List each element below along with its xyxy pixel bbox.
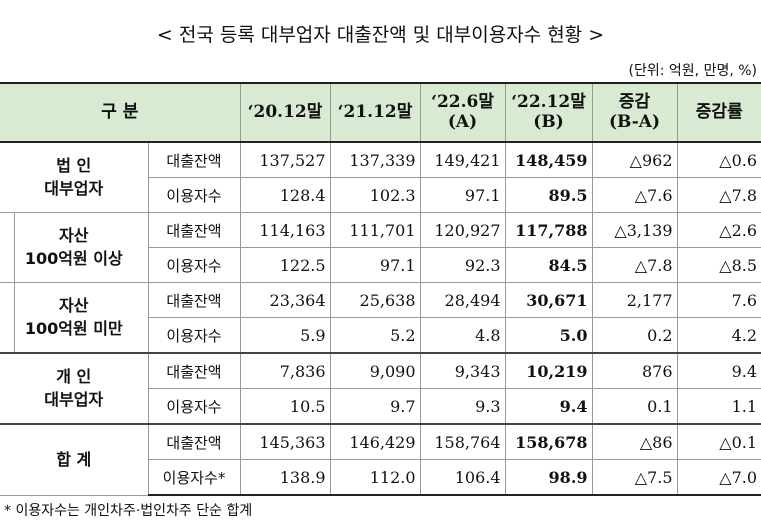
cell: 92.3 [419, 247, 506, 283]
cell: 128.4 [239, 177, 331, 213]
table-row: 자산 100억원 미만 대출잔액 23,364 25,638 28,494 30,671 2… [0, 282, 761, 354]
cell: 0.2 [591, 317, 678, 354]
cell: 9.3 [419, 388, 506, 425]
row-label: 대출잔액 [147, 352, 241, 389]
header-row: 구 분 ‘20.12말 ‘21.12말 ‘22.6말 (A) ‘22.12말 (B) 증감… [0, 82, 761, 143]
cell: △2.6 [676, 212, 761, 248]
cell: 122.5 [239, 247, 331, 283]
cell: 10,219 [504, 352, 593, 389]
column-header: 증감률 [676, 82, 761, 143]
cell: 9.4 [504, 388, 593, 425]
cell: 158,678 [504, 423, 593, 460]
cell: 7.6 [676, 282, 761, 318]
cell: 146,429 [329, 423, 421, 460]
group-label: 자산 100억원 이상 [0, 212, 149, 283]
cell: △962 [591, 141, 678, 178]
row-label: 이용자수 [147, 388, 241, 425]
cell: 120,927 [419, 212, 506, 248]
column-header: ‘22.12말 (B) [504, 82, 593, 143]
column-header: 구 분 [0, 82, 241, 143]
table: 구 분 ‘20.12말 ‘21.12말 ‘22.6말 (A) ‘22.12말 (B) 증감… [0, 82, 761, 496]
row-label: 대출잔액 [147, 212, 241, 248]
cell: 5.2 [329, 317, 421, 354]
cell: 84.5 [504, 247, 593, 283]
group-label: 개 인 대부업자 [0, 352, 149, 425]
row-label: 이용자수 [147, 247, 241, 283]
cell: △0.6 [676, 141, 761, 178]
cell: △7.0 [676, 459, 761, 496]
footnote: * 이용자수는 개인차주·법인차주 단순 합계 [4, 503, 253, 519]
cell: 876 [591, 352, 678, 389]
cell: 117,788 [504, 212, 593, 248]
column-header: ‘21.12말 [329, 82, 421, 143]
table-row: 이용자수 128.4 102.3 97.1 89.5 △7.6 △7.8 [0, 177, 761, 213]
cell: 111,701 [329, 212, 421, 248]
cell: △3,139 [591, 212, 678, 248]
column-header: ‘22.6말 (A) [419, 82, 506, 143]
cell: 23,364 [239, 282, 331, 318]
table-row: 합 계 대출잔액 145,363 146,429 158,764 158,678 △86 △0… [0, 423, 761, 496]
table-row: 자산 100억원 이상 대출잔액 114,163 111,701 120,927 117,… [0, 212, 761, 283]
cell: 30,671 [504, 282, 593, 318]
row-label: 이용자수 [147, 177, 241, 213]
cell: 2,177 [591, 282, 678, 318]
cell: 89.5 [504, 177, 593, 213]
group-label: 자산 100억원 미만 [0, 282, 149, 354]
table-body: 법 인 대부업자 대출잔액 137,527 137,339 149,421 148,459… [0, 141, 761, 496]
cell: △86 [591, 423, 678, 460]
cell: 97.1 [419, 177, 506, 213]
column-header: ‘20.12말 [239, 82, 331, 143]
cell: 148,459 [504, 141, 593, 178]
table-row: 법 인 대부업자 대출잔액 137,527 137,339 149,421 148,459… [0, 141, 761, 213]
cell: 145,363 [239, 423, 331, 460]
cell: 106.4 [419, 459, 506, 496]
table-row: 이용자수 122.5 97.1 92.3 84.5 △7.8 △8.5 [0, 247, 761, 283]
title: < 전국 등록 대부업자 대출잔액 및 대부이용자수 현황 > [156, 24, 605, 46]
table-row: 개 인 대부업자 대출잔액 7,836 9,090 9,343 10,219 876 9.4 [0, 352, 761, 425]
row-label: 대출잔액 [147, 423, 241, 460]
row-label: 대출잔액 [147, 282, 241, 318]
cell: 97.1 [329, 247, 421, 283]
cell: 7,836 [239, 352, 331, 389]
cell: △7.5 [591, 459, 678, 496]
table-row: 이용자수* 138.9 112.0 106.4 98.9 △7.5 △7.0 [0, 459, 761, 496]
group-label: 법 인 대부업자 [0, 141, 149, 213]
cell: 138.9 [239, 459, 331, 496]
cell: 137,339 [329, 141, 421, 178]
cell: 9.7 [329, 388, 421, 425]
cell: 0.1 [591, 388, 678, 425]
cell: 1.1 [676, 388, 761, 425]
cell: 102.3 [329, 177, 421, 213]
unit-note: (단위: 억원, 만명, %) [628, 63, 757, 79]
cell: △0.1 [676, 423, 761, 460]
row-label: 대출잔액 [147, 141, 241, 178]
cell: 5.0 [504, 317, 593, 354]
row-label: 이용자수 [147, 317, 241, 354]
cell: 5.9 [239, 317, 331, 354]
column-header: 증감 (B-A) [591, 82, 678, 143]
cell: 9,343 [419, 352, 506, 389]
table-row: 이용자수 5.9 5.2 4.8 5.0 0.2 4.2 [0, 317, 761, 354]
cell: △8.5 [676, 247, 761, 283]
row-label: 이용자수* [147, 459, 241, 496]
cell: 149,421 [419, 141, 506, 178]
cell: 9.4 [676, 352, 761, 389]
cell: △7.8 [591, 247, 678, 283]
cell: 158,764 [419, 423, 506, 460]
cell: 9,090 [329, 352, 421, 389]
cell: △7.6 [591, 177, 678, 213]
cell: 28,494 [419, 282, 506, 318]
cell: 10.5 [239, 388, 331, 425]
cell: 4.8 [419, 317, 506, 354]
cell: 112.0 [329, 459, 421, 496]
cell: 114,163 [239, 212, 331, 248]
cell: 4.2 [676, 317, 761, 354]
group-label: 합 계 [0, 423, 149, 496]
cell: 25,638 [329, 282, 421, 318]
cell: △7.8 [676, 177, 761, 213]
cell: 137,527 [239, 141, 331, 178]
cell: 98.9 [504, 459, 593, 496]
